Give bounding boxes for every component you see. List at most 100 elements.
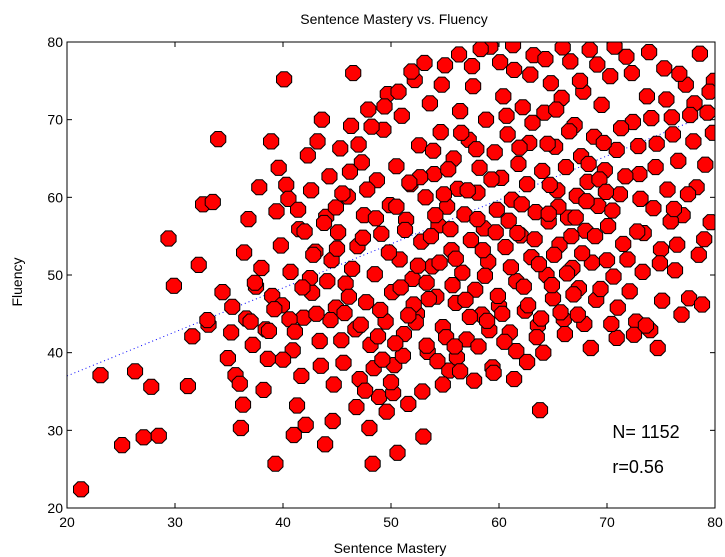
scatter-point [270, 159, 287, 176]
scatter-point [649, 339, 666, 357]
scatter-point [582, 339, 599, 357]
scatter-point [552, 304, 569, 321]
x-axis-ticks: 20 30 40 50 60 70 80 [59, 42, 723, 530]
scatter-point [500, 212, 517, 229]
scatter-point [697, 156, 714, 173]
scatter-point [543, 277, 560, 294]
scatter-point [259, 350, 276, 367]
scatter-point [325, 376, 342, 393]
scatter-point [447, 250, 464, 267]
scatter-point [276, 71, 293, 88]
scatter-point [461, 308, 478, 325]
scatter-point [613, 120, 630, 137]
scatter-point [263, 133, 280, 150]
scatter-point [417, 189, 434, 206]
scatter-point [286, 323, 303, 340]
scatter-point [284, 342, 301, 359]
scatter-point [509, 225, 526, 242]
scatter-point [373, 225, 390, 242]
scatter-point [294, 279, 311, 296]
scatter-point [333, 332, 350, 349]
scatter-point [617, 168, 634, 185]
scatter-point [623, 65, 640, 82]
scatter-point [691, 45, 708, 62]
scatter-point [199, 312, 216, 329]
scatter-point [420, 291, 437, 308]
scatter-point [534, 162, 551, 179]
scatter-point [470, 338, 487, 355]
scatter-point [604, 202, 621, 219]
scatter-point [465, 78, 482, 95]
scatter-point [554, 42, 571, 56]
scatter-point [496, 333, 513, 350]
scatter-point [603, 315, 620, 332]
x-tick-label: 80 [707, 514, 723, 530]
scatter-point [431, 254, 448, 271]
scatter-point [578, 193, 595, 210]
scatter-point [462, 232, 479, 249]
scatter-point [515, 278, 532, 295]
scatter-point [280, 190, 297, 207]
scatter-point [682, 106, 699, 124]
scatter-point [322, 312, 339, 329]
scatter-point [360, 101, 377, 118]
scatter-point [589, 56, 606, 73]
x-tick-label: 40 [275, 514, 291, 530]
scatter-point [150, 427, 167, 444]
scatter-point [378, 403, 395, 420]
scatter-point [341, 163, 358, 180]
scatter-point [312, 357, 329, 374]
scatter-point [114, 437, 131, 454]
scatter-point [502, 259, 519, 276]
scatter-point [605, 268, 622, 285]
scatter-point [330, 224, 347, 241]
scatter-point [581, 42, 598, 58]
scatter-point [454, 264, 471, 281]
scatter-point [476, 267, 493, 284]
scatter-point [425, 142, 442, 159]
scatter-point [232, 419, 249, 437]
scatter-point [335, 354, 352, 371]
scatter-point [489, 287, 506, 304]
scatter-point [467, 281, 484, 298]
scatter-point [240, 211, 257, 228]
scatter-point [92, 367, 109, 384]
scatter-point [544, 290, 562, 307]
scatter-point [704, 124, 715, 141]
scatter-point [389, 444, 406, 461]
scatter-point [492, 54, 509, 71]
scatter-point [274, 351, 292, 368]
scatter-point [366, 266, 383, 283]
scatter-point [451, 46, 468, 63]
scatter-point [654, 292, 671, 309]
scatter-point [565, 286, 582, 303]
scatter-point [486, 144, 503, 161]
scatter-point [525, 47, 542, 64]
scatter-point [670, 152, 687, 169]
scatter-point [532, 402, 549, 419]
scatter-point [494, 305, 511, 322]
y-tick-label: 70 [47, 112, 63, 128]
x-tick-label: 20 [59, 514, 75, 530]
scatter-point [671, 65, 688, 82]
scatter-point [505, 42, 522, 54]
scatter-point [204, 193, 221, 211]
scatter-point [358, 294, 375, 311]
scatter-point [459, 182, 476, 199]
scatter-point [236, 244, 253, 261]
scatter-point [541, 176, 558, 193]
scatter-point [618, 48, 635, 65]
scatter-point [598, 252, 616, 269]
scatter-point [251, 179, 268, 196]
y-tick-label: 60 [47, 189, 63, 205]
scatter-point [602, 68, 619, 85]
scatter-point [340, 288, 357, 305]
scatter-point [296, 223, 313, 240]
scatter-point [400, 307, 417, 324]
scatter-point [364, 455, 381, 472]
scatter-point [497, 239, 514, 256]
scatter-point [361, 419, 378, 437]
scatter-point [452, 363, 469, 380]
scatter-point [557, 159, 574, 176]
scatter-point [608, 329, 625, 346]
